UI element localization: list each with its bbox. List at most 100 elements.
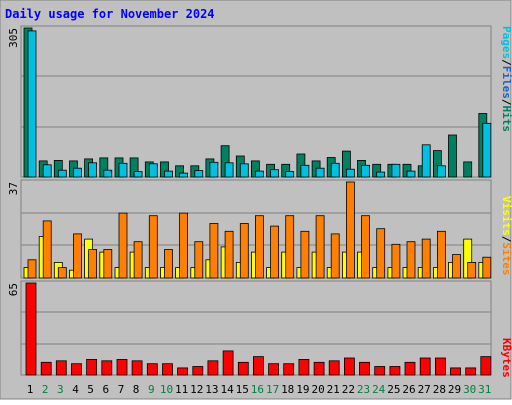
x-tick-label: 6 bbox=[102, 383, 109, 396]
bar-files-day-20 bbox=[315, 167, 325, 178]
x-tick-label: 8 bbox=[133, 383, 140, 396]
bar-files-day-13 bbox=[209, 161, 219, 178]
bar-sites-day-7 bbox=[118, 212, 128, 279]
bar-sites-day-5 bbox=[88, 249, 97, 279]
x-tick-label: 7 bbox=[118, 383, 125, 396]
x-tick-label: 21 bbox=[327, 383, 340, 396]
plot-area bbox=[20, 25, 492, 178]
bar-sites-day-29 bbox=[452, 254, 461, 279]
x-tick-label: 17 bbox=[266, 383, 279, 396]
bar-kbytes-day-5 bbox=[86, 358, 97, 376]
bar-files-day-11 bbox=[179, 172, 189, 178]
bar-hits-day-30 bbox=[463, 161, 473, 178]
bar-files-day-26 bbox=[406, 170, 416, 178]
bar-hits-day-29 bbox=[448, 134, 457, 178]
bar-kbytes-day-7 bbox=[116, 358, 128, 376]
bar-kbytes-day-1 bbox=[25, 282, 37, 376]
panel-visits-sites: 37 Visits/Sites bbox=[7, 179, 512, 279]
x-tick-label: 9 bbox=[148, 383, 155, 396]
bar-files-day-24 bbox=[376, 171, 386, 178]
bar-kbytes-day-9 bbox=[146, 363, 158, 376]
bar-kbytes-day-10 bbox=[162, 363, 173, 376]
bar-sites-day-8 bbox=[133, 241, 143, 279]
x-tick-label: 25 bbox=[387, 383, 400, 396]
bar-files-day-18 bbox=[285, 171, 295, 178]
bar-kbytes-day-31 bbox=[480, 356, 492, 376]
bar-files-day-25 bbox=[391, 163, 401, 178]
x-tick-label: 14 bbox=[220, 383, 234, 396]
bar-kbytes-day-24 bbox=[374, 366, 386, 376]
max-value-label: 65 bbox=[7, 283, 20, 296]
max-value-label: 305 bbox=[7, 28, 20, 48]
bar-sites-day-25 bbox=[391, 243, 401, 279]
panel-kbytes: 65 KBytes bbox=[7, 280, 512, 378]
x-tick-label: 23 bbox=[357, 383, 370, 396]
legend-kbytes: KBytes bbox=[500, 338, 512, 378]
bar-kbytes-day-20 bbox=[313, 361, 325, 376]
bar-sites-day-17 bbox=[270, 225, 280, 279]
legend-separator: / bbox=[500, 99, 512, 106]
bar-sites-day-28 bbox=[436, 230, 446, 279]
bar-sites-day-30 bbox=[467, 261, 477, 279]
bar-sites-day-9 bbox=[148, 215, 158, 279]
bar-sites-day-14 bbox=[224, 230, 234, 279]
bar-sites-day-18 bbox=[285, 215, 295, 279]
bar-files-day-31 bbox=[482, 122, 492, 178]
bar-files-day-8 bbox=[133, 171, 143, 178]
legend-separator: / bbox=[500, 236, 512, 243]
bar-sites-day-12 bbox=[194, 241, 204, 279]
bar-kbytes-day-27 bbox=[419, 357, 431, 376]
panel-hits-files-pages: 305 Pages/Files/Hits bbox=[7, 25, 512, 178]
bar-files-day-15 bbox=[239, 163, 249, 178]
bar-sites-day-13 bbox=[209, 223, 219, 279]
x-tick-label: 18 bbox=[281, 383, 294, 396]
bar-files-day-12 bbox=[194, 170, 204, 178]
x-tick-label: 29 bbox=[448, 383, 461, 396]
bar-sites-day-11 bbox=[179, 212, 189, 279]
bar-sites-day-27 bbox=[421, 238, 431, 279]
x-tick-label: 11 bbox=[175, 383, 188, 396]
bar-files-day-14 bbox=[224, 162, 234, 178]
bar-kbytes-day-25 bbox=[389, 366, 401, 376]
bar-kbytes-day-28 bbox=[434, 357, 446, 376]
bar-files-day-21 bbox=[330, 162, 340, 178]
bar-files-day-4 bbox=[73, 167, 82, 178]
bar-files-day-19 bbox=[300, 164, 310, 178]
bar-sites-day-19 bbox=[300, 230, 310, 279]
bar-kbytes-day-12 bbox=[192, 366, 204, 376]
bar-kbytes-day-8 bbox=[131, 360, 143, 376]
bar-sites-day-20 bbox=[315, 215, 325, 279]
bar-sites-day-4 bbox=[73, 233, 82, 279]
bar-sites-day-10 bbox=[164, 249, 173, 279]
bar-files-day-2 bbox=[42, 164, 52, 178]
x-tick-label: 4 bbox=[72, 383, 79, 396]
x-tick-label: 16 bbox=[251, 383, 264, 396]
x-tick-label: 12 bbox=[190, 383, 203, 396]
legend-item-visits: Visits bbox=[500, 196, 512, 236]
bar-files-day-10 bbox=[164, 170, 173, 178]
chart-title: Daily usage for November 2024 bbox=[5, 7, 215, 21]
x-tick-label: 27 bbox=[418, 383, 431, 396]
legend-item-files: Files bbox=[500, 66, 512, 99]
x-tick-label: 24 bbox=[372, 383, 386, 396]
bar-kbytes-day-11 bbox=[177, 367, 189, 376]
bar-kbytes-day-3 bbox=[55, 360, 67, 376]
x-tick-label: 3 bbox=[57, 383, 64, 396]
bar-files-day-5 bbox=[88, 162, 97, 178]
x-tick-label: 20 bbox=[311, 383, 324, 396]
legend-item-kbytes: KBytes bbox=[500, 338, 512, 378]
bar-sites-day-15 bbox=[239, 223, 249, 279]
bar-files-day-16 bbox=[254, 170, 264, 178]
x-tick-label: 10 bbox=[160, 383, 173, 396]
x-axis-labels: 1 2 3 4 5 6 7 8 9 10 11 12 13 14 15 16 17 18 19 20 21 22 23 24 2… bbox=[27, 383, 492, 396]
bar-kbytes-day-18 bbox=[283, 363, 295, 376]
x-tick-label: 26 bbox=[402, 383, 415, 396]
bar-kbytes-day-26 bbox=[404, 361, 416, 376]
x-tick-label: 1 bbox=[27, 383, 34, 396]
bar-files-day-7 bbox=[118, 162, 128, 178]
bar-sites-day-21 bbox=[330, 233, 340, 279]
bar-sites-day-3 bbox=[57, 267, 67, 279]
x-tick-label: 28 bbox=[433, 383, 446, 396]
bar-kbytes-day-23 bbox=[359, 361, 370, 376]
